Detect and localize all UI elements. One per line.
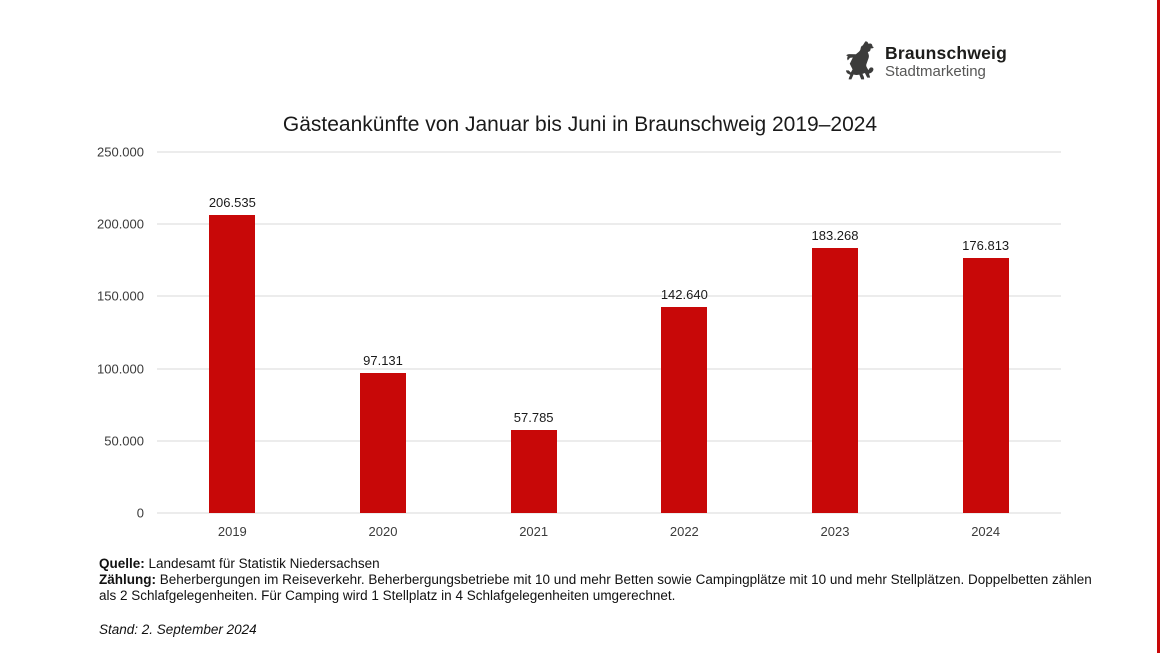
logo-text: Braunschweig Stadtmarketing <box>885 43 1008 81</box>
bar-value-label: 97.131 <box>363 352 403 368</box>
bar-2024: 176.813 <box>962 238 1009 513</box>
gridline <box>157 512 1061 514</box>
y-tick-label: 50.000 <box>104 433 144 449</box>
x-tick-label: 2020 <box>368 524 398 539</box>
gridline <box>157 151 1061 153</box>
zaehlung-text: Beherbergungen im Reiseverkehr. Beherber… <box>99 572 1092 603</box>
zaehlung-line: Zählung: Beherbergungen im Reiseverkehr.… <box>99 572 1107 604</box>
bar-2020: 97.131 <box>360 353 406 513</box>
quelle-text: Landesamt für Statistik Niedersachsen <box>144 556 380 571</box>
logo-brand-name: Braunschweig <box>885 43 1008 64</box>
stand-date: Stand: 2. September 2024 <box>99 622 257 637</box>
bar-value-label: 176.813 <box>962 237 1010 253</box>
gridline <box>157 368 1061 370</box>
quelle-label: Quelle: <box>99 556 145 571</box>
quelle-line: Quelle: Landesamt für Statistik Niedersa… <box>99 556 1107 572</box>
braunschweig-stadtmarketing-logo: Braunschweig Stadtmarketing <box>840 40 1007 85</box>
bar-value-label: 142.640 <box>660 287 708 303</box>
x-tick-label: 2023 <box>820 524 850 539</box>
logo-subtitle: Stadtmarketing <box>885 63 986 81</box>
x-tick-label: 2022 <box>669 524 699 539</box>
bar-2023: 183.268 <box>812 228 859 513</box>
slide-right-accent-bar <box>1157 0 1160 653</box>
y-tick-label: 200.000 <box>97 216 144 232</box>
bar-value-label: 183.268 <box>811 228 859 244</box>
braunschweig-lion-logo-icon <box>845 41 874 80</box>
bar-2021: 57.785 <box>510 410 557 513</box>
bar-2022: 142.640 <box>661 287 708 513</box>
gridline <box>157 295 1061 297</box>
y-tick-label: 0 <box>136 505 144 521</box>
zaehlung-label: Zählung: <box>99 572 156 587</box>
x-tick-label: 2019 <box>217 524 247 539</box>
bar-2019: 206.535 <box>209 195 256 513</box>
gridline <box>157 440 1061 442</box>
y-tick-label: 100.000 <box>97 361 144 377</box>
x-tick-label: 2024 <box>971 524 1001 539</box>
gridline <box>157 223 1061 225</box>
bar-value-label: 57.785 <box>513 409 554 425</box>
bar-value-label: 206.535 <box>208 194 256 210</box>
chart-title: Gästeankünfte von Januar bis Juni in Bra… <box>282 113 878 136</box>
y-tick-label: 150.000 <box>97 288 144 304</box>
plot-area: 0 50.000 100.000 150.000 200.000 250.000 206.… <box>97 145 1061 539</box>
source-notes: Quelle: Landesamt für Statistik Niedersa… <box>99 556 1107 604</box>
y-tick-label: 250.000 <box>97 144 144 160</box>
x-tick-label: 2021 <box>519 524 549 539</box>
